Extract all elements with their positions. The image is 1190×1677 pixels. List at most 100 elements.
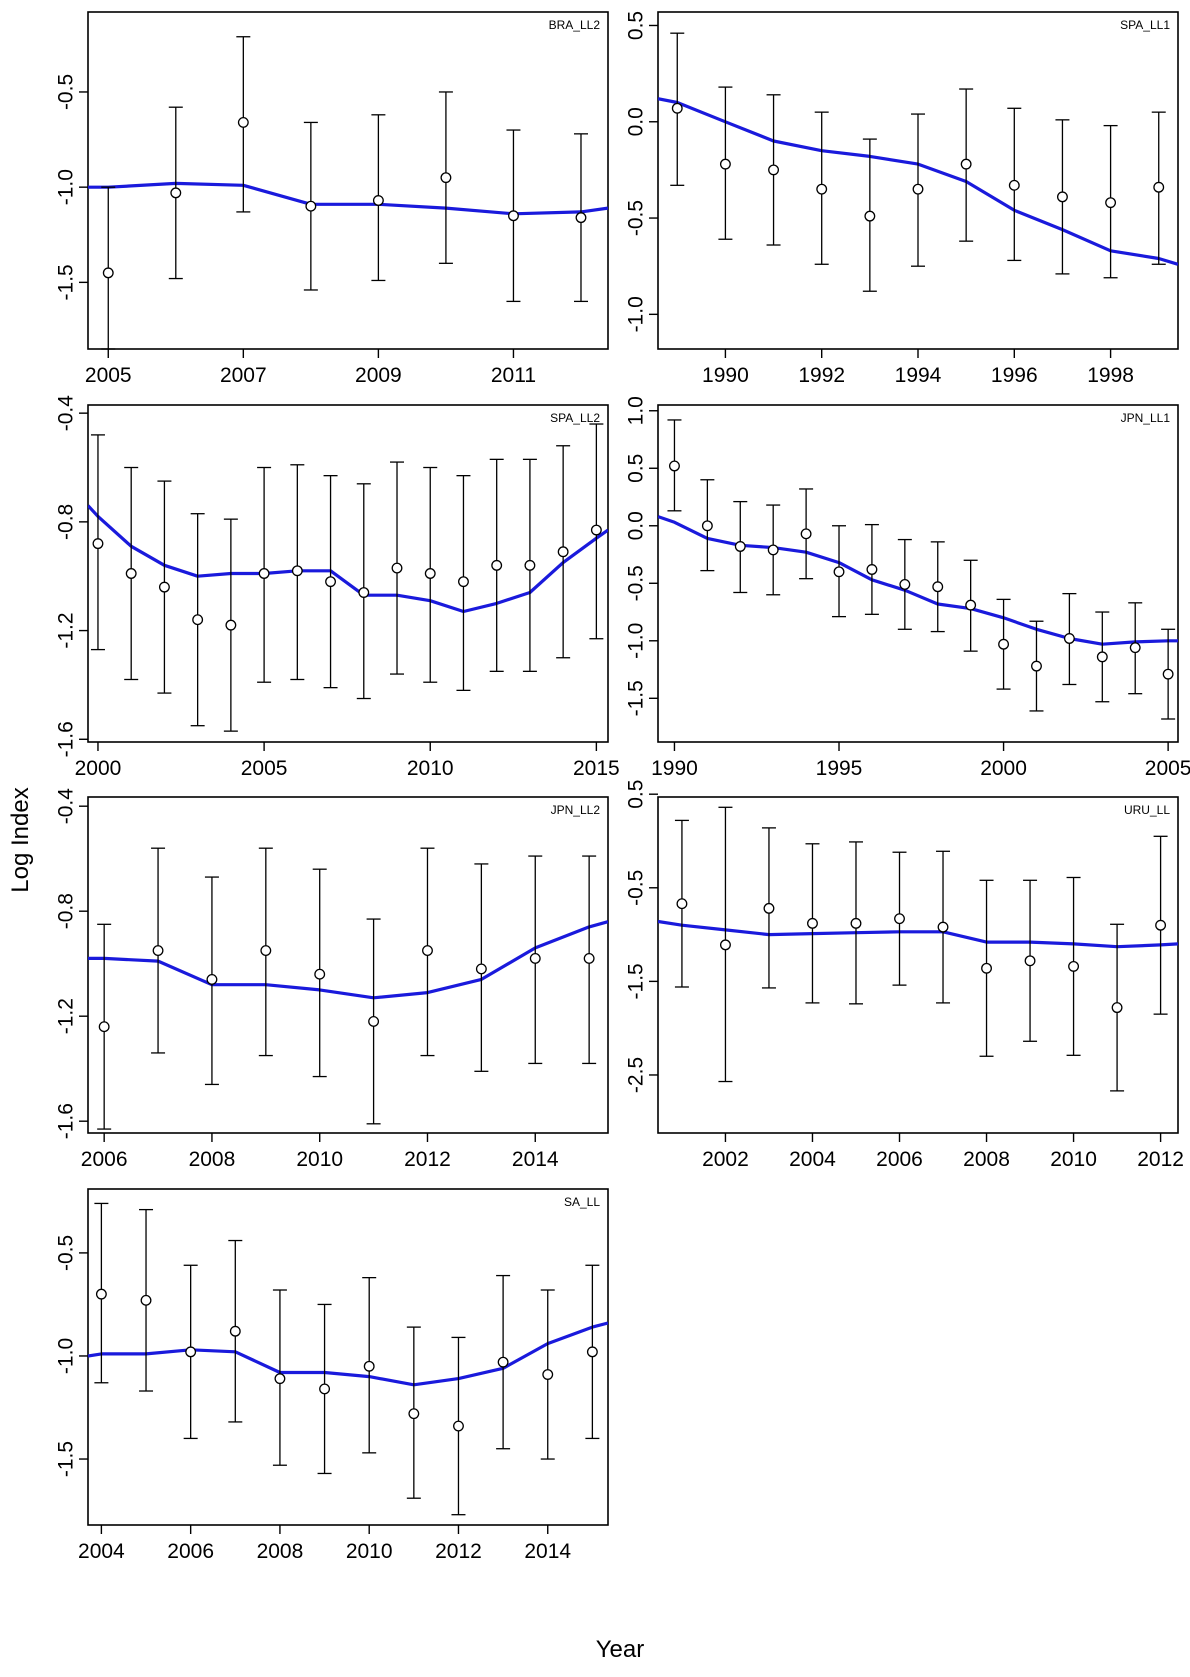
x-tick-label: 2004 [789, 1148, 836, 1171]
y-tick-label: -1.5 [55, 1441, 78, 1477]
observed-point [274, 1373, 286, 1385]
observed-point [998, 638, 1010, 650]
x-tick-label: 2007 [220, 364, 267, 387]
x-tick-label: 2008 [963, 1148, 1010, 1171]
observed-point [807, 917, 818, 929]
observed-point [363, 1360, 375, 1372]
y-tick-label: -0.4 [55, 788, 78, 825]
x-tick-label: 2014 [512, 1148, 559, 1171]
observed-point [542, 1369, 554, 1380]
observed-point [508, 210, 519, 222]
y-tick-label: -0.5 [55, 74, 78, 110]
observed-point [422, 945, 433, 957]
x-tick-label: 2006 [876, 1148, 923, 1171]
observed-point [590, 524, 602, 536]
y-tick-label: -0.5 [55, 1235, 78, 1271]
observed-point [1129, 642, 1141, 654]
plot-frame [657, 404, 1179, 743]
y-tick-label: -1.0 [55, 1338, 78, 1374]
observed-point [912, 183, 924, 195]
y-tick-label: -1.2 [55, 998, 78, 1034]
observed-point [850, 917, 862, 929]
panel-sa-ll: SA_LL 2004 2006 2008 2010 2012 2014 -0.5 -1.0 -1.… [55, 1188, 609, 1563]
observed-point [192, 614, 204, 626]
observed-point [524, 559, 536, 571]
observed-point [1162, 668, 1174, 680]
x-tick-label: 1990 [702, 364, 749, 387]
x-tick-label: 2010 [296, 1148, 343, 1171]
observed-point [475, 963, 487, 975]
observed-point [1155, 919, 1167, 931]
fitted-line [88, 920, 608, 1000]
x-tick-label: 2000 [980, 757, 1027, 780]
x-tick-label: 1994 [895, 364, 942, 387]
observed-point [497, 1356, 509, 1368]
plot-frame [87, 404, 609, 743]
y-tick-label: -1.0 [55, 169, 78, 205]
observed-point [291, 565, 303, 577]
panel-jpn-ll1: JPN_LL1 1990 1995 2000 2005 1.0 0.5 0.0 -0.5 -1.0… [625, 396, 1190, 780]
observed-point [866, 564, 878, 575]
y-tick-label: 0.0 [625, 511, 648, 540]
x-tick-label: 2012 [1137, 1148, 1184, 1171]
x-tick-label: 2004 [78, 1540, 125, 1563]
observed-point [1068, 960, 1080, 972]
panel-title: SA_LL [564, 1195, 600, 1209]
observed-point [719, 939, 731, 951]
y-tick-label: -1.0 [625, 623, 648, 659]
panel-title: JPN_LL2 [551, 803, 601, 817]
fitted-line [88, 1321, 608, 1387]
observed-point [767, 544, 779, 556]
observed-point [1024, 955, 1036, 967]
observed-point [158, 581, 170, 593]
y-tick-label: 1.0 [625, 396, 648, 425]
x-tick-label: 2010 [1050, 1148, 1097, 1171]
observed-point [453, 1420, 464, 1432]
observed-point [319, 1383, 331, 1395]
plot-frame [87, 11, 609, 350]
x-tick-label: 1995 [816, 757, 863, 780]
panel-spa-ll2: SPA_LL2 2000 2005 2010 2015 -0.4 -0.8 -1.2 -1.6 [55, 395, 620, 780]
y-tick-label: 0.5 [625, 11, 648, 40]
observed-point [185, 1346, 197, 1358]
panel-bra-ll2: BRA_LL2 2005 2007 2009 2011 -0.5 -1.0 -1.5 [55, 11, 609, 387]
panel-jpn-ll2: JPN_LL2 2006 2008 2010 2012 2014 -0.4 -0.8 -1.2 -… [55, 788, 609, 1171]
fitted-line [88, 181, 608, 216]
observed-point [458, 576, 469, 588]
panel-title: BRA_LL2 [549, 18, 601, 32]
x-tick-label: 1998 [1087, 364, 1134, 387]
observed-point [102, 267, 114, 279]
y-axis-label-wrap: Log Index [0, 787, 44, 892]
observed-point [671, 102, 683, 114]
x-tick-label: 2005 [241, 757, 288, 780]
x-tick-label: 2009 [355, 364, 402, 387]
panel-title: URU_LL [1124, 803, 1170, 817]
observed-point [152, 945, 164, 957]
observed-point [800, 528, 812, 540]
panel-spa-ll1: SPA_LL1 1990 1992 1994 1996 1998 0.5 0.0 -0.5 -1.… [625, 11, 1179, 387]
observed-point [1111, 1002, 1123, 1014]
observed-point [305, 200, 317, 212]
observed-point [368, 1015, 380, 1027]
plot-frame [657, 796, 1179, 1134]
x-tick-label: 2010 [346, 1540, 393, 1563]
y-tick-label: -0.5 [625, 200, 648, 236]
observed-point [1105, 197, 1117, 209]
x-tick-label: 2005 [85, 364, 132, 387]
observed-point [719, 158, 731, 170]
observed-point [1153, 181, 1165, 193]
observed-point [98, 1021, 110, 1033]
x-tick-label: 2011 [491, 364, 536, 387]
x-tick-label: 2008 [189, 1148, 236, 1171]
observed-point [408, 1408, 420, 1420]
fitted-line [88, 504, 608, 614]
observed-point [206, 973, 218, 985]
observed-point [424, 568, 436, 579]
x-tick-label: 2010 [407, 757, 454, 780]
observed-point [734, 541, 746, 552]
observed-point [258, 568, 270, 579]
y-tick-label: 0.5 [625, 780, 648, 809]
fitted-line [658, 919, 1178, 949]
observed-point [95, 1288, 107, 1300]
